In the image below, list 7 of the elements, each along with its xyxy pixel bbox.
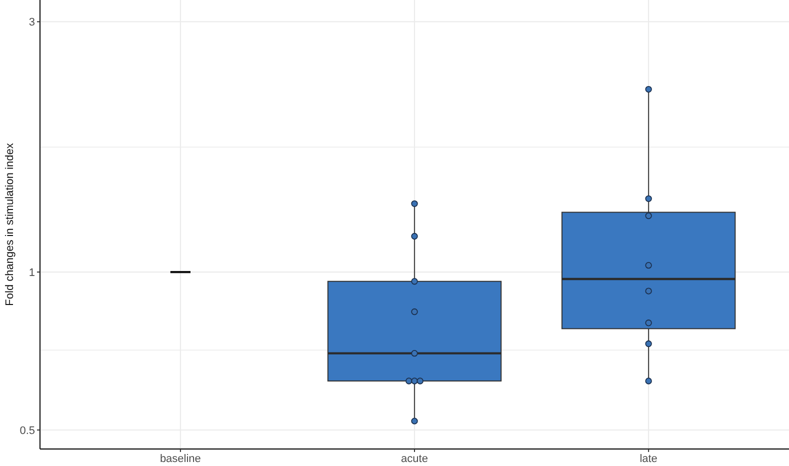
x-tick-label: baseline (160, 453, 201, 465)
y-tick-label: 1 (28, 266, 35, 279)
x-tick-label: late (640, 453, 658, 465)
x-tick-label: acute (401, 453, 428, 465)
y-tick-label: 3 (28, 16, 35, 29)
y-tick-label: 0.5 (20, 424, 35, 437)
y-axis-title: Fold changes in stimulation index (4, 142, 16, 306)
